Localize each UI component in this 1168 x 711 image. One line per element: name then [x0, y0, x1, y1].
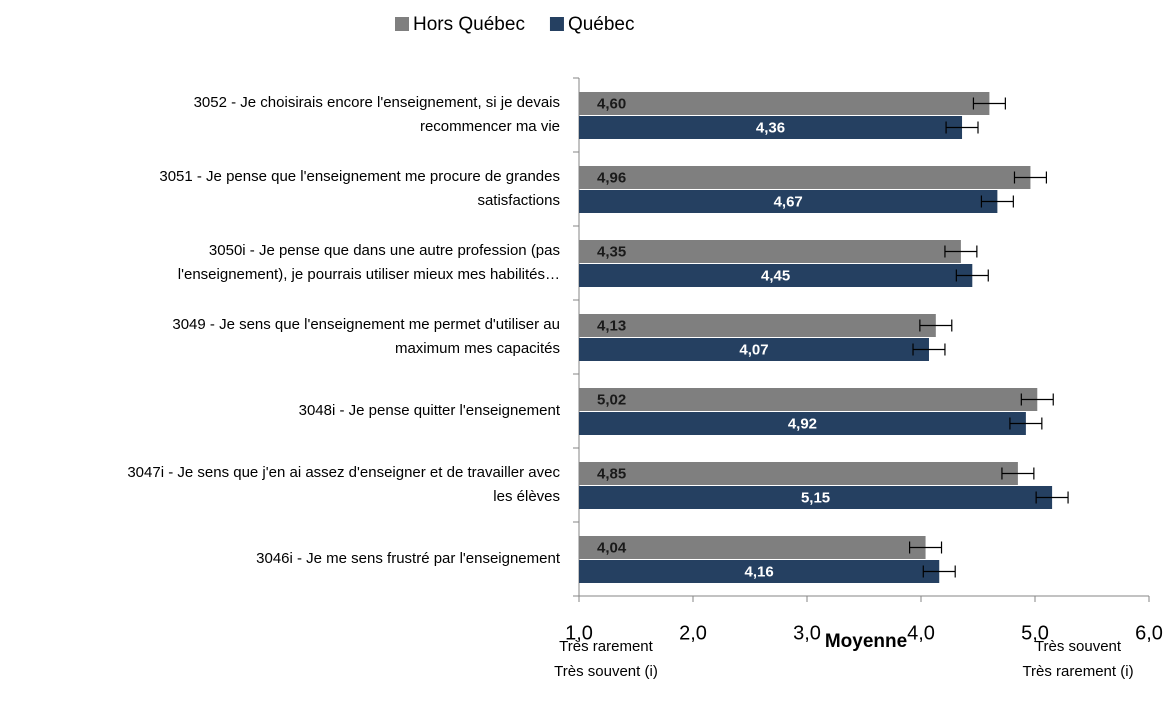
right-annotation: Très rarement (i): [1022, 663, 1133, 680]
bar: [579, 240, 961, 263]
x-axis-title: Moyenne: [825, 631, 907, 652]
category-label: 3047i - Je sens que j'en ai assez d'ense…: [127, 464, 560, 481]
x-tick-label: 2,0: [679, 622, 707, 644]
category-label: 3052 - Je choisirais encore l'enseigneme…: [194, 94, 560, 111]
category-label: recommencer ma vie: [420, 118, 560, 135]
value-label: 4,07: [739, 341, 768, 358]
value-label: 4,04: [597, 539, 627, 556]
value-label: 4,45: [761, 267, 790, 284]
x-tick-label: 3,0: [793, 622, 821, 644]
bar: [579, 190, 998, 213]
value-label: 4,85: [597, 465, 626, 482]
category-label: l'enseignement), je pourrais utiliser mi…: [178, 266, 560, 283]
value-label: 4,13: [597, 317, 626, 334]
value-label: 4,92: [788, 415, 817, 432]
category-label: 3049 - Je sens que l'enseignement me per…: [172, 316, 560, 333]
right-annotation: Très souvent: [1035, 638, 1122, 655]
category-label: 3046i - Je me sens frustré par l'enseign…: [256, 550, 561, 567]
bar: [579, 388, 1038, 411]
left-annotation: Très souvent (i): [554, 663, 658, 680]
value-label: 4,67: [774, 193, 803, 210]
value-label: 4,96: [597, 169, 626, 186]
legend-label: Québec: [568, 14, 635, 35]
left-annotation: Très rarement: [559, 638, 653, 655]
x-tick-label: 5,0: [1021, 622, 1049, 644]
value-label: 4,60: [597, 95, 626, 112]
bar: [579, 462, 1018, 485]
value-label: 5,02: [597, 391, 626, 408]
bar: [579, 166, 1031, 189]
value-label: 4,36: [756, 119, 785, 136]
category-label: maximum mes capacités: [395, 340, 560, 357]
value-label: 5,15: [801, 489, 830, 506]
value-label: 4,16: [745, 563, 774, 580]
bar: [579, 92, 990, 115]
bar: [579, 338, 929, 361]
legend-label: Hors Québec: [413, 14, 525, 35]
bar: [579, 560, 940, 583]
x-tick-label: 6,0: [1135, 622, 1163, 644]
bar: [579, 314, 936, 337]
category-label: 3051 - Je pense que l'enseignement me pr…: [159, 168, 560, 185]
legend-swatch: [549, 17, 564, 31]
legend-swatch: [395, 17, 409, 31]
value-label: 4,35: [597, 243, 626, 260]
bar: [579, 264, 973, 287]
category-label: satisfactions: [477, 192, 560, 209]
bar: [579, 116, 963, 139]
category-label: les élèves: [493, 488, 560, 505]
x-tick-label: 1,0: [565, 622, 593, 644]
bar: [579, 412, 1026, 435]
x-tick-label: 4,0: [907, 622, 935, 644]
bar: [579, 486, 1053, 509]
category-label: 3050i - Je pense que dans une autre prof…: [209, 242, 560, 259]
bar: [579, 536, 926, 559]
category-label: 3048i - Je pense quitter l'enseignement: [299, 402, 561, 419]
